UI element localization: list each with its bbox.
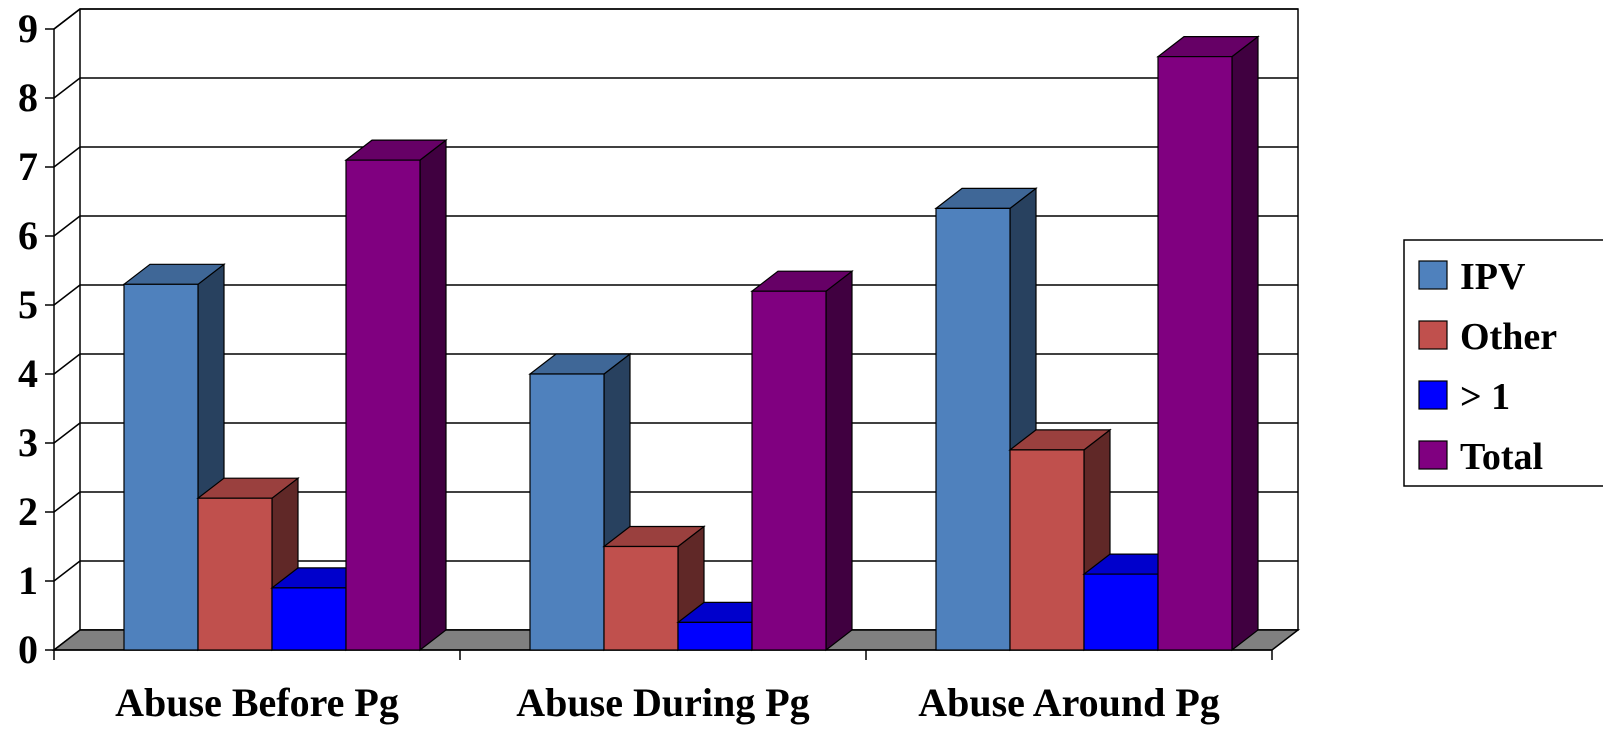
bar-front-face xyxy=(751,290,827,651)
bar-front-face xyxy=(1083,573,1159,651)
bar-front-face xyxy=(123,283,199,651)
gridline-side xyxy=(53,8,81,30)
legend-swatch xyxy=(1418,260,1448,290)
y-tick-label: 2 xyxy=(18,489,38,534)
bar-front-face xyxy=(1157,55,1233,651)
y-tick-label: 8 xyxy=(18,75,38,120)
gridline-side xyxy=(53,491,81,513)
gridline-side xyxy=(53,422,81,444)
y-tick-label: 3 xyxy=(18,420,38,465)
y-tick-label: 4 xyxy=(18,351,38,396)
legend-swatch xyxy=(1418,440,1448,470)
y-axis: 0 1 2 3 4 5 6 7 8 9 xyxy=(18,6,54,672)
x-category-label: Abuse Before Pg xyxy=(115,680,399,725)
bar-side-face xyxy=(1231,35,1259,652)
bars xyxy=(122,35,1260,652)
gridline-side xyxy=(53,284,81,306)
legend-label: Other xyxy=(1460,316,1557,358)
bar-front-face xyxy=(677,621,753,651)
y-tick-label: 9 xyxy=(18,6,38,51)
gridline-side xyxy=(53,353,81,375)
legend-label: > 1 xyxy=(1460,376,1510,418)
bar-front-face xyxy=(529,373,605,651)
gridline-side xyxy=(53,215,81,237)
x-axis: Abuse Before Pg Abuse During Pg Abuse Arou… xyxy=(53,649,1273,725)
legend-swatch xyxy=(1418,380,1448,410)
gridline-side xyxy=(53,77,81,99)
y-tick-label: 7 xyxy=(18,144,38,189)
bar xyxy=(1156,35,1260,652)
bar xyxy=(750,269,854,652)
bar-front-face xyxy=(271,587,347,651)
bar-front-face xyxy=(1009,449,1085,651)
legend-label: IPV xyxy=(1460,256,1526,298)
bar-side-face xyxy=(825,269,853,652)
legend-swatch xyxy=(1418,320,1448,350)
bar-side-face xyxy=(419,138,447,652)
gridline-side xyxy=(53,560,81,582)
bar xyxy=(934,187,1038,652)
bar-front-face xyxy=(197,497,273,651)
bar-front-face xyxy=(603,545,679,651)
bar xyxy=(344,138,448,652)
gridline-side xyxy=(53,146,81,168)
bar-front-face xyxy=(935,207,1011,651)
bar-front-face xyxy=(345,159,421,651)
x-category-label: Abuse During Pg xyxy=(516,680,809,725)
y-tick-label: 0 xyxy=(18,627,38,672)
legend-label: Total xyxy=(1460,436,1543,478)
y-tick-label: 1 xyxy=(18,558,38,603)
legend: IPV Other > 1 Total xyxy=(1403,239,1603,487)
x-category-label: Abuse Around Pg xyxy=(918,680,1220,725)
y-tick-label: 6 xyxy=(18,213,38,258)
y-tick-label: 5 xyxy=(18,282,38,327)
bar xyxy=(196,476,300,652)
